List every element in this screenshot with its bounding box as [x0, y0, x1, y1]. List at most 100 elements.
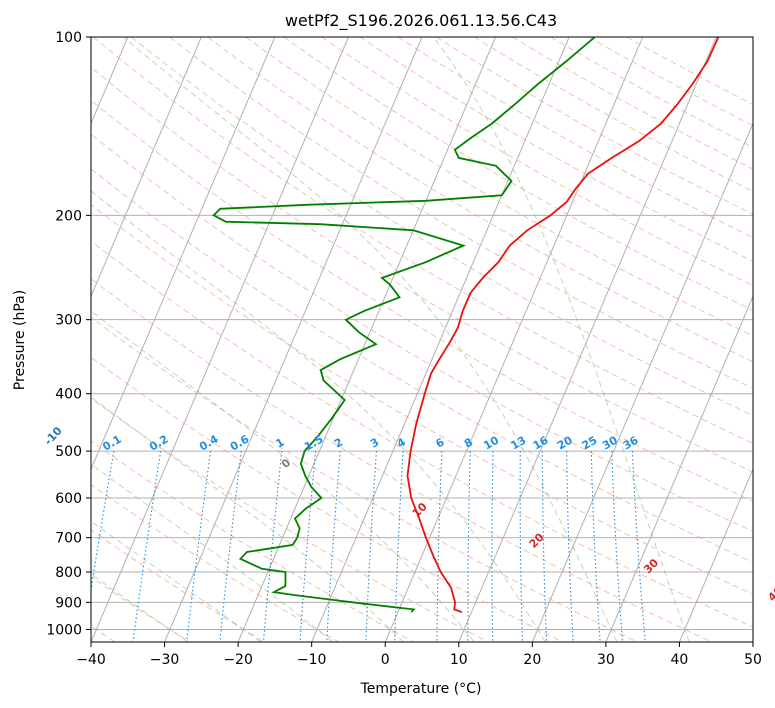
isotherm-line — [752, 640, 753, 642]
x-axis-label: Temperature (°C) — [360, 681, 482, 697]
mixing-ratio-line — [186, 451, 212, 642]
mixing-ratio-label: 3 — [368, 436, 381, 451]
mixing-ratio-line — [467, 451, 471, 642]
mixing-ratio-line — [566, 451, 574, 642]
y-tick-label: 600 — [55, 491, 82, 507]
dry-adiabat-line — [91, 278, 713, 642]
mixing-ratio-line — [365, 451, 378, 642]
dry-adiabat-line — [359, 37, 753, 262]
mixing-ratio-line — [631, 451, 646, 642]
moist-adiabat-line — [91, 463, 334, 642]
mixing-ratio-label: 36 — [621, 433, 641, 452]
dry-adiabat-line — [91, 483, 340, 642]
dry-adiabat-line — [91, 576, 190, 642]
dry-adiabat-line — [91, 203, 753, 595]
dry-adiabat-line — [474, 37, 753, 193]
dry-adiabat-line — [550, 37, 753, 148]
data-lines — [212, 37, 720, 614]
isotherm-line — [678, 467, 753, 642]
mixing-ratio-line — [590, 451, 601, 642]
mixing-ratio-line — [262, 451, 283, 642]
isotherm-line — [164, 37, 423, 642]
dry-adiabat-line — [397, 37, 753, 239]
x-tick-label: 10 — [450, 652, 468, 668]
mixing-ratio-line — [132, 451, 162, 642]
dry-adiabat-line — [91, 168, 753, 563]
line-labels: 0.10.20.40.611.52346810131620253036-100-… — [42, 424, 775, 604]
moist-adiabat-line — [91, 573, 189, 642]
x-tick-label: 50 — [744, 652, 762, 668]
mixing-ratio-line — [436, 451, 443, 642]
mixing-ratio-line — [91, 451, 115, 594]
y-tick-label: 1000 — [46, 622, 82, 638]
mixing-ratio-label: 0.4 — [197, 432, 221, 453]
mixing-ratio-label: 10 — [481, 433, 501, 452]
dry-adiabat-label: 30 — [641, 556, 661, 576]
dry-adiabat-line — [207, 37, 753, 363]
x-tick-label: 30 — [597, 652, 615, 668]
moist-adiabat-line — [91, 310, 475, 642]
x-tick-label: −10 — [297, 652, 327, 668]
y-tick-label: 800 — [55, 565, 82, 581]
isotherm-line — [605, 295, 753, 642]
mixing-ratio-label: 25 — [580, 434, 600, 453]
y-axis-label: Pressure (hPa) — [12, 290, 28, 390]
dry-adiabat-line — [283, 37, 753, 312]
dry-adiabat-line — [91, 66, 753, 473]
temperature-line — [406, 37, 720, 614]
dry-adiabat-line — [91, 240, 753, 628]
mixing-ratio-line — [491, 451, 494, 642]
x-tick-label: 40 — [671, 652, 689, 668]
dry-adiabat-line — [169, 37, 753, 389]
x-tick-label: 0 — [381, 652, 390, 668]
y-tick-label: 200 — [55, 208, 82, 224]
dry-adiabat-label: 40 — [765, 584, 775, 604]
moist-adiabat-line — [432, 37, 690, 642]
mixing-ratio-label: 1 — [274, 436, 287, 451]
axis-ticks: −40 −30 −20 −10 0 10 20 30 40 5010020030040050060… — [46, 30, 762, 668]
isotherm-line — [91, 37, 349, 642]
y-tick-label: 400 — [55, 387, 82, 403]
mixing-ratio-label: 4 — [395, 435, 408, 450]
isotherm-line — [237, 37, 497, 642]
isotherm-line — [458, 37, 717, 642]
plot-area — [91, 37, 753, 642]
mixing-ratio-label: 6 — [434, 435, 447, 450]
mixing-ratio-label: 0.2 — [147, 433, 170, 454]
plot-frame — [90, 36, 754, 643]
chart-title: wetPf2_S196.2026.061.13.56.C43 — [285, 11, 557, 31]
mixing-ratio-label: 16 — [531, 433, 551, 452]
x-tick-label: −30 — [150, 652, 180, 668]
mixing-ratio-label: 13 — [509, 434, 529, 453]
dewpoint-line — [212, 37, 596, 613]
dry-adiabat-line — [91, 397, 489, 642]
x-tick-label: −20 — [223, 652, 253, 668]
mixing-ratio-line — [219, 451, 242, 642]
y-tick-label: 100 — [55, 30, 82, 46]
isotherm-line — [384, 37, 644, 642]
isotherm-line — [531, 122, 753, 642]
x-tick-label: −40 — [76, 652, 106, 668]
mixing-ratio-line — [519, 451, 524, 642]
mixing-ratio-label: 0.6 — [228, 432, 252, 453]
y-tick-label: 700 — [55, 531, 82, 547]
x-tick-label: 20 — [523, 652, 541, 668]
y-tick-label: 900 — [55, 595, 82, 611]
y-tick-label: 300 — [55, 313, 82, 329]
isotherm-line — [91, 37, 202, 298]
dry-adiabat-line — [91, 99, 753, 502]
mixing-ratio-label: 30 — [600, 433, 620, 452]
moist-adiabat-line — [91, 520, 262, 642]
mixing-ratio-label: 8 — [462, 436, 475, 451]
dry-adiabat-line — [92, 37, 753, 444]
isotherm-line — [91, 37, 276, 471]
mixing-ratio-label: 20 — [555, 433, 575, 452]
dry-adiabat-line — [91, 316, 638, 642]
moist-adiabat-line — [91, 190, 546, 642]
dry-adiabat-line — [91, 529, 265, 642]
mixing-ratio-label: 0.1 — [100, 433, 123, 454]
dry-adiabat-line — [91, 133, 753, 533]
dry-adiabat-line — [91, 440, 414, 642]
dry-adiabat-line — [512, 37, 753, 170]
